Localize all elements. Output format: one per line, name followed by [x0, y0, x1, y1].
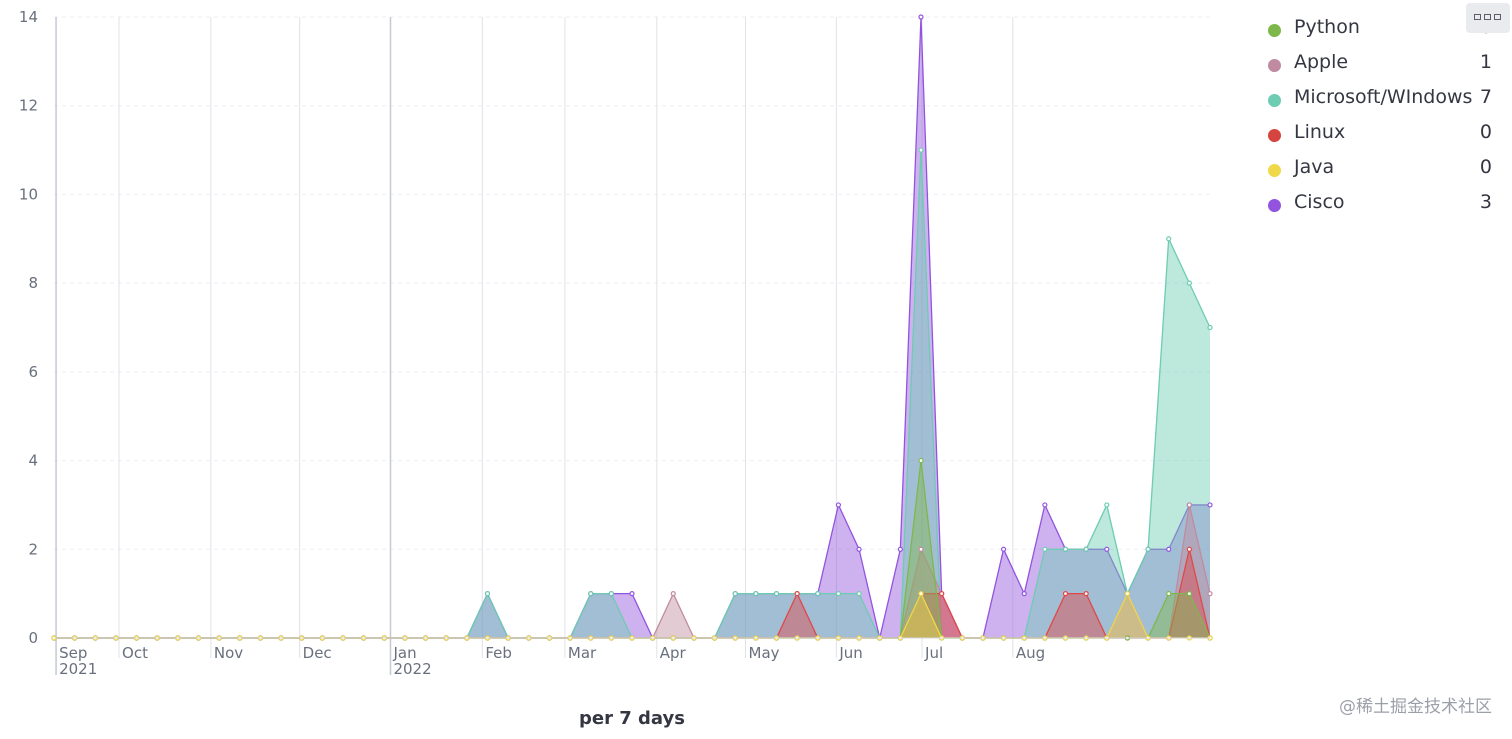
- x-tick-label: Mar: [568, 644, 597, 662]
- legend-value: 3: [1479, 191, 1492, 213]
- data-point: [835, 591, 842, 597]
- series-area-java: [54, 593, 1210, 638]
- y-tick-label: 8: [28, 274, 38, 292]
- y-tick-label: 6: [28, 363, 38, 381]
- x-tick-label: Jan: [392, 644, 416, 662]
- legend-label: Microsoft/WIndows: [1294, 86, 1473, 108]
- legend-label: Apple: [1294, 51, 1349, 73]
- x-tick-label: May: [749, 644, 780, 662]
- data-point: [1166, 546, 1172, 552]
- data-point: [794, 591, 800, 597]
- x-tick-label: Sep: [59, 644, 87, 662]
- table-menu-icon[interactable]: [1466, 3, 1510, 33]
- x-tick-label: Jun: [838, 644, 862, 662]
- data-point: [1062, 546, 1069, 552]
- data-point: [1186, 280, 1192, 286]
- legend-item-apple[interactable]: Apple 1: [1262, 47, 1498, 82]
- legend-swatch: [1268, 129, 1281, 142]
- x-tick-label: Dec: [303, 644, 332, 662]
- x-tick-label: Feb: [485, 644, 512, 662]
- y-tick-label: 12: [19, 97, 38, 115]
- data-point: [753, 591, 759, 597]
- data-point: [1062, 591, 1069, 597]
- x-axis-title: per 7 days: [579, 708, 685, 729]
- legend-value: 0: [1479, 156, 1492, 178]
- y-tick-label: 14: [19, 8, 38, 26]
- y-tick-label: 0: [28, 629, 38, 647]
- data-point: [1083, 546, 1089, 552]
- y-tick-label: 10: [19, 185, 38, 203]
- legend-item-java[interactable]: Java 0: [1262, 152, 1498, 187]
- legend-item-python[interactable]: Python 0: [1262, 12, 1498, 47]
- data-point: [815, 591, 821, 597]
- data-point: [1104, 546, 1110, 552]
- x-tick-label: Nov: [214, 644, 243, 662]
- data-point: [1166, 236, 1172, 242]
- data-point: [608, 591, 614, 597]
- series-area-linux: [54, 549, 1210, 638]
- data-point: [856, 546, 862, 552]
- data-point: [1166, 591, 1172, 597]
- legend-item-linux[interactable]: Linux 0: [1262, 117, 1498, 152]
- x-tick-label: Oct: [122, 644, 148, 662]
- legend-label: Linux: [1294, 121, 1346, 143]
- data-point: [918, 457, 924, 464]
- x-tick-label: Aug: [1016, 644, 1045, 662]
- data-point: [1186, 502, 1192, 508]
- data-point: [897, 546, 903, 552]
- data-point: [1145, 546, 1151, 552]
- y-tick-label: 4: [28, 452, 38, 470]
- data-point: [1207, 324, 1213, 331]
- data-point: [918, 147, 924, 153]
- legend-swatch: [1268, 24, 1281, 37]
- series-area-cisco: [54, 17, 1210, 638]
- x-tick-label: Apr: [660, 644, 687, 662]
- data-point: [918, 546, 924, 552]
- data-point: [1186, 546, 1192, 552]
- legend-item-microsoft-windows[interactable]: Microsoft/WIndows 7: [1262, 82, 1498, 117]
- legend-item-cisco[interactable]: Cisco 3: [1262, 187, 1498, 222]
- data-point: [1207, 591, 1213, 597]
- legend-value: 7: [1479, 86, 1492, 108]
- data-point: [1083, 591, 1089, 597]
- data-point: [732, 591, 738, 597]
- data-point: [1021, 591, 1027, 597]
- legend-label: Cisco: [1294, 191, 1345, 213]
- legend-swatch: [1268, 164, 1281, 177]
- legend-label: Java: [1294, 156, 1335, 178]
- data-point: [856, 591, 862, 597]
- data-point: [1104, 502, 1110, 508]
- y-tick-label: 2: [28, 540, 38, 558]
- legend: Python 0 Apple 1 Microsoft/WIndows 7 Lin…: [1262, 12, 1498, 222]
- data-point: [1207, 502, 1213, 508]
- legend-value: 0: [1479, 121, 1492, 143]
- watermark: @稀土掘金技术社区: [1339, 697, 1492, 717]
- data-point: [773, 591, 780, 597]
- data-point: [918, 14, 924, 20]
- x-tick-label: Jul: [924, 644, 943, 662]
- data-point: [588, 591, 594, 597]
- data-point: [835, 502, 842, 508]
- data-point: [939, 591, 945, 597]
- legend-label: Python: [1294, 16, 1360, 38]
- series-area-microsoft-windows: [54, 150, 1210, 638]
- legend-swatch: [1268, 94, 1281, 107]
- x-tick-year-label: 2021: [59, 660, 97, 678]
- data-point: [1124, 591, 1131, 597]
- data-point: [670, 591, 676, 597]
- data-point: [629, 591, 635, 597]
- data-point: [1042, 502, 1048, 508]
- legend-swatch: [1268, 59, 1281, 72]
- x-tick-year-label: 2022: [393, 660, 431, 678]
- data-point: [1042, 546, 1048, 552]
- legend-swatch: [1268, 199, 1281, 212]
- data-point: [1000, 546, 1007, 552]
- data-point: [918, 591, 924, 597]
- data-point: [484, 591, 491, 597]
- series-area-apple: [54, 504, 1210, 638]
- legend-value: 1: [1479, 51, 1492, 73]
- data-point: [1186, 591, 1192, 597]
